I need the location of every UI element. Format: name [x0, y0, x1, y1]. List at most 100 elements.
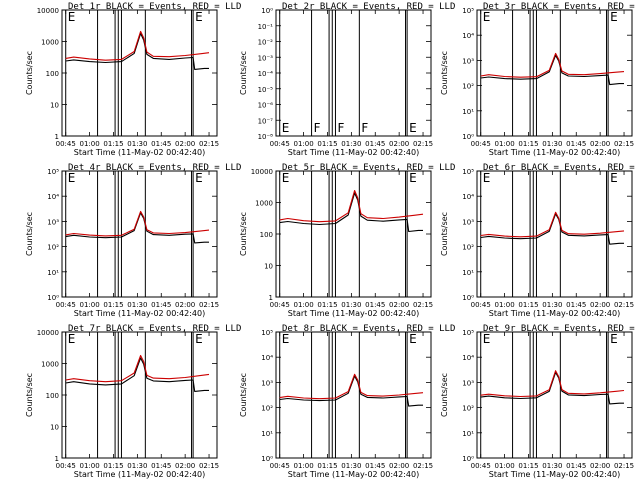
flag-label: E [483, 332, 491, 346]
y-tick-label: 10⁻⁵ [258, 86, 274, 94]
x-tick-label: 01:45 [151, 140, 171, 148]
x-tick-label: 01:15 [317, 462, 337, 470]
x-tick-label: 02:15 [199, 462, 219, 470]
y-tick-label: 10⁵ [462, 168, 474, 176]
y-tick-label: 1000 [41, 361, 59, 369]
y-tick-label: 10³ [47, 218, 59, 226]
y-tick-label: 10000 [251, 168, 273, 176]
x-tick-label: 00:45 [270, 301, 290, 309]
panel-7: Det 7r BLACK = Events, RED = LLD 00:45 01:… [25, 324, 241, 479]
y-axis-label: Counts/sec [239, 51, 248, 95]
x-axis-label: Start Time (11-May-02 00:42:40) [489, 148, 620, 157]
panel-title: Det 2r BLACK = Events, RED = LLD [282, 2, 455, 12]
y-tick-label: 10⁴ [47, 193, 59, 201]
y-tick-label: 10⁰ [47, 294, 59, 302]
panel-8: Det 8r BLACK = Events, RED = LLD 00:45 01:… [239, 324, 455, 479]
x-tick-label: 01:45 [365, 301, 385, 309]
plot-frame [476, 331, 633, 459]
lld-series-line [279, 373, 424, 400]
panel-4: Det 4r BLACK = Events, RED = LLD 00:45 01:… [25, 163, 241, 318]
x-tick-label: 00:45 [56, 301, 76, 309]
flag-label: E [68, 10, 76, 24]
x-tick-label: 02:15 [199, 301, 219, 309]
panel-title: Det 7r BLACK = Events, RED = LLD [68, 324, 241, 334]
x-tick-label: 00:45 [471, 462, 491, 470]
y-tick-label: 10⁻⁷ [258, 117, 274, 125]
x-tick-label: 02:15 [199, 140, 219, 148]
y-tick-label: 10¹ [462, 269, 474, 277]
x-tick-label: 01:45 [566, 301, 586, 309]
y-tick-label: 1 [55, 455, 59, 463]
flag-label: E [282, 121, 290, 135]
x-tick-label: 02:00 [175, 301, 195, 309]
x-tick-label: 01:15 [518, 301, 538, 309]
y-axis-label: Counts/sec [239, 373, 248, 417]
panel-5: Det 5r BLACK = Events, RED = LLD 00:45 01:… [239, 163, 455, 318]
x-tick-label: 01:30 [341, 301, 361, 309]
x-tick-label: 01:30 [542, 462, 562, 470]
y-tick-label: 10⁴ [462, 193, 474, 201]
flag-label: E [409, 332, 417, 346]
y-tick-label: 10² [462, 244, 474, 252]
panel-title: Det 1r BLACK = Events, RED = LLD [68, 2, 241, 12]
panel-title: Det 9r BLACK = Events, RED = LLD [483, 324, 640, 334]
x-tick-label: 01:45 [151, 462, 171, 470]
y-tick-label: 10⁵ [462, 329, 474, 337]
x-tick-label: 01:15 [317, 301, 337, 309]
y-tick-label: 1000 [255, 200, 273, 208]
y-tick-label: 10⁻² [258, 39, 274, 47]
plot-frame [61, 170, 218, 298]
plot-frame [61, 331, 218, 459]
flag-label: E [409, 121, 417, 135]
y-tick-label: 10³ [462, 218, 474, 226]
plot-frame [476, 9, 633, 137]
x-tick-label: 01:45 [365, 140, 385, 148]
y-axis-label: Counts/sec [440, 212, 449, 256]
x-tick-label: 00:45 [56, 462, 76, 470]
y-tick-label: 10² [47, 244, 59, 252]
x-tick-label: 01:00 [495, 301, 515, 309]
x-tick-label: 00:45 [270, 462, 290, 470]
y-tick-label: 10⁵ [462, 7, 474, 15]
x-tick-label: 01:30 [127, 140, 147, 148]
plot-frame [275, 331, 432, 459]
y-tick-label: 10000 [37, 329, 59, 337]
y-tick-label: 10 [50, 102, 59, 110]
flag-label: E [483, 171, 491, 185]
x-axis-label: Start Time (11-May-02 00:42:40) [288, 470, 419, 479]
flag-label: E [483, 10, 491, 24]
x-tick-label: 01:15 [518, 140, 538, 148]
flag-label: E [409, 171, 417, 185]
y-tick-label: 10³ [462, 57, 474, 65]
x-tick-label: 02:15 [614, 462, 634, 470]
flag-label: F [361, 121, 368, 135]
lld-series-line [65, 30, 210, 61]
y-tick-label: 10 [50, 424, 59, 432]
y-tick-label: 1000 [41, 39, 59, 47]
x-tick-label: 00:45 [56, 140, 76, 148]
lld-series-line [480, 52, 625, 78]
x-tick-label: 02:00 [590, 140, 610, 148]
panel-title: Det 5r BLACK = Events, RED = LLD [282, 163, 455, 173]
flag-label: E [610, 10, 618, 24]
x-tick-label: 01:45 [151, 301, 171, 309]
x-tick-label: 01:45 [566, 462, 586, 470]
flag-label: F [337, 121, 344, 135]
x-tick-label: 01:00 [294, 301, 314, 309]
plot-frame [476, 170, 633, 298]
x-tick-label: 01:15 [317, 140, 337, 148]
x-tick-label: 02:00 [590, 462, 610, 470]
y-tick-label: 100 [46, 392, 59, 400]
y-tick-label: 10⁴ [261, 354, 273, 362]
x-axis-label: Start Time (11-May-02 00:42:40) [288, 309, 419, 318]
y-tick-label: 10⁴ [462, 32, 474, 40]
x-axis-label: Start Time (11-May-02 00:42:40) [288, 148, 419, 157]
x-tick-label: 01:30 [127, 301, 147, 309]
events-series-line [279, 192, 423, 233]
y-tick-label: 10¹ [462, 108, 474, 116]
y-tick-label: 10⁻⁸ [258, 133, 274, 141]
y-tick-label: 10⁵ [47, 168, 59, 176]
events-series-line [65, 32, 209, 70]
x-tick-label: 02:15 [614, 301, 634, 309]
